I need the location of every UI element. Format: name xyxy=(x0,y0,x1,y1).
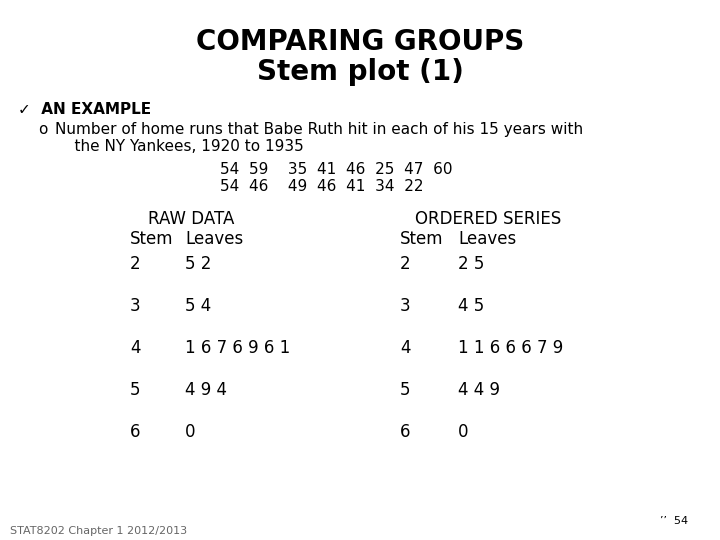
Text: the NY Yankees, 1920 to 1935: the NY Yankees, 1920 to 1935 xyxy=(55,139,304,154)
Text: 5: 5 xyxy=(400,381,410,399)
Text: Number of home runs that Babe Ruth hit in each of his 15 years with: Number of home runs that Babe Ruth hit i… xyxy=(55,122,583,137)
Text: Leaves: Leaves xyxy=(185,230,243,248)
Text: 3: 3 xyxy=(400,297,410,315)
Text: 2: 2 xyxy=(400,255,410,273)
Text: 5: 5 xyxy=(130,381,140,399)
Text: Stem plot (1): Stem plot (1) xyxy=(256,58,464,86)
Text: ✓  AN EXAMPLE: ✓ AN EXAMPLE xyxy=(18,102,151,117)
Text: 4: 4 xyxy=(130,339,140,357)
Text: STAT8202 Chapter 1 2012/2013: STAT8202 Chapter 1 2012/2013 xyxy=(10,526,187,536)
Text: 4 9 4: 4 9 4 xyxy=(185,381,227,399)
Text: 54  46    49  46  41  34  22: 54 46 49 46 41 34 22 xyxy=(220,179,423,194)
Text: 2 5: 2 5 xyxy=(458,255,485,273)
Text: 5 4: 5 4 xyxy=(185,297,211,315)
Text: o: o xyxy=(38,122,48,137)
Text: Leaves: Leaves xyxy=(458,230,516,248)
Text: RAW DATA: RAW DATA xyxy=(148,210,235,228)
Text: 6: 6 xyxy=(400,423,410,441)
Text: 5 2: 5 2 xyxy=(185,255,212,273)
Text: 54  59    35  41  46  25  47  60: 54 59 35 41 46 25 47 60 xyxy=(220,162,452,177)
Text: 4 5: 4 5 xyxy=(458,297,485,315)
Text: 4: 4 xyxy=(400,339,410,357)
Text: COMPARING GROUPS: COMPARING GROUPS xyxy=(196,28,524,56)
Text: Stem: Stem xyxy=(400,230,444,248)
Text: 4 4 9: 4 4 9 xyxy=(458,381,500,399)
Text: ORDERED SERIES: ORDERED SERIES xyxy=(415,210,562,228)
Text: 1 1 6 6 6 7 9: 1 1 6 6 6 7 9 xyxy=(458,339,563,357)
Text: 2: 2 xyxy=(130,255,140,273)
Text: 0: 0 xyxy=(458,423,469,441)
Text: ’’  54: ’’ 54 xyxy=(660,516,688,526)
Text: 0: 0 xyxy=(185,423,196,441)
Text: 6: 6 xyxy=(130,423,140,441)
Text: Stem: Stem xyxy=(130,230,174,248)
Text: 1 6 7 6 9 6 1: 1 6 7 6 9 6 1 xyxy=(185,339,290,357)
Text: 3: 3 xyxy=(130,297,140,315)
